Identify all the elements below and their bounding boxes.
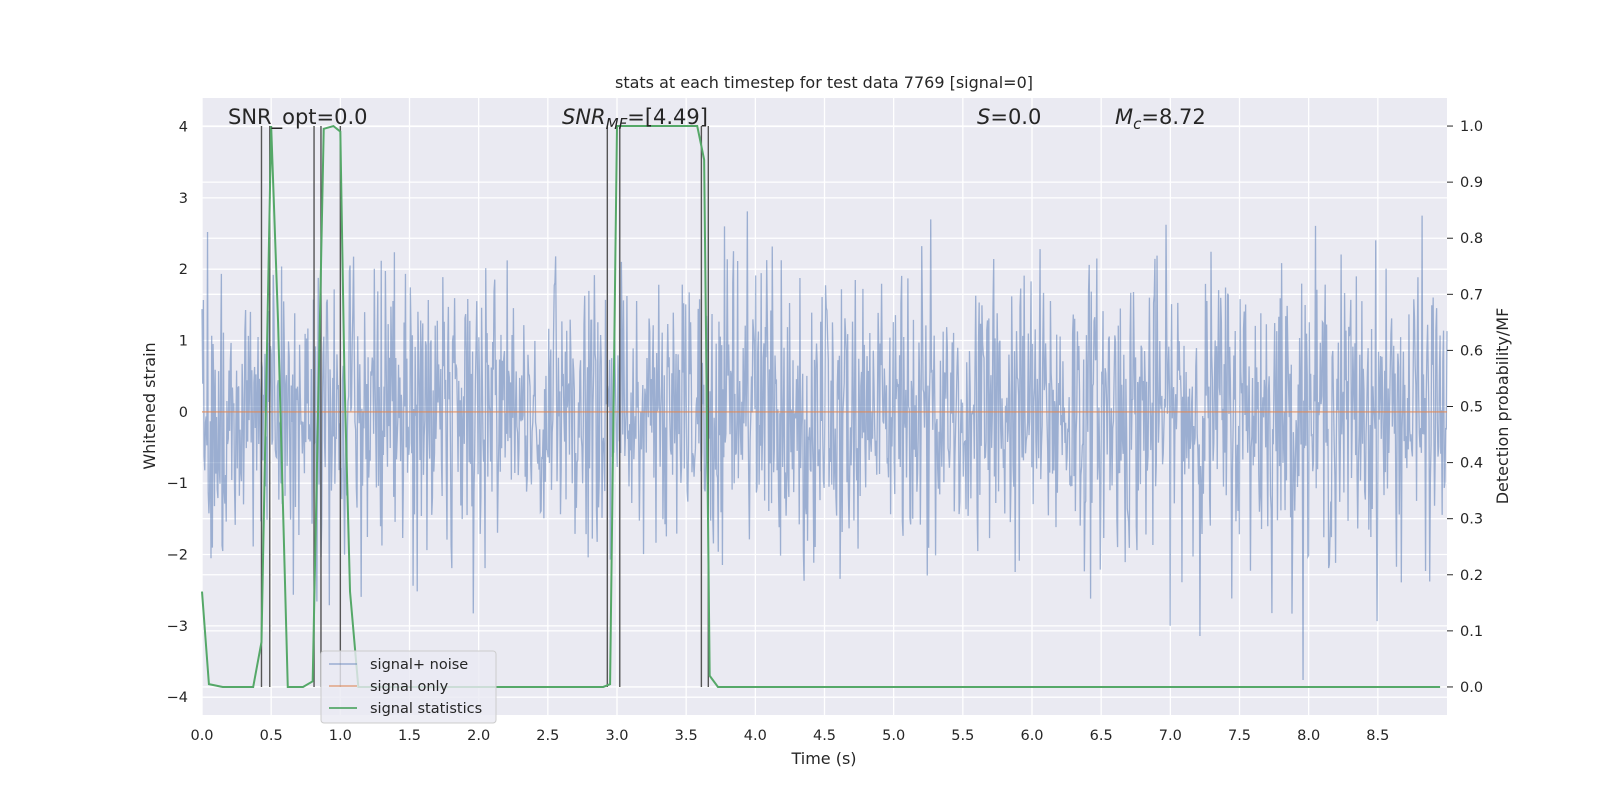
x-tick-label: 8.0: [1297, 728, 1320, 744]
annotation-mc-sub: c: [1133, 115, 1142, 133]
x-tick-label: 1.0: [329, 728, 352, 744]
y2-tick-label: 1.0: [1460, 119, 1483, 135]
legend: signal+ noise signal only signal statist…: [320, 650, 497, 724]
x-tick-label: 3.5: [675, 728, 698, 744]
y2-tick-label: 0.9: [1460, 175, 1483, 191]
y2-tick-label: 0.4: [1460, 456, 1483, 472]
y2-tick-label: 0.7: [1460, 287, 1483, 303]
y-tick-label: 4: [179, 120, 188, 136]
legend-label-noise: signal+ noise: [370, 657, 468, 673]
x-tick-label: 5.0: [882, 728, 905, 744]
y-axis-title: Whitened strain: [140, 342, 159, 469]
x-tick-label: 4.5: [813, 728, 836, 744]
y-tick-label: −3: [167, 619, 188, 635]
y2-tick-label: 0.1: [1460, 624, 1483, 640]
y2-tick-label: 0.5: [1460, 400, 1483, 416]
annotation-mc-value: =8.72: [1141, 105, 1205, 129]
x-tick-labels: 0.0 0.5 1.0 1.5 2.0 2.5 3.0 3.5 4.0 4.5 5.0 5.5 6.0 6…: [190, 728, 1389, 744]
x-tick-label: 4.0: [744, 728, 767, 744]
x-tick-label: 3.0: [605, 728, 628, 744]
y-tick-label: −4: [167, 690, 188, 706]
annotation-snr-mf-value: =[4.49]: [627, 105, 708, 129]
y2-tick-label: 0.8: [1460, 231, 1483, 247]
annotation-s-value: =0.0: [990, 105, 1041, 129]
legend-label-signal-only: signal only: [370, 679, 449, 695]
annotation-mc-main: M: [1115, 105, 1133, 129]
y-tick-label: 3: [179, 191, 188, 207]
x-tick-label: 8.5: [1366, 728, 1389, 744]
y2-tick-label: 0.3: [1460, 512, 1483, 528]
y2-tick-labels: 1.0 0.9 0.8 0.7 0.6 0.5 0.4 0.3 0.2 0.1 0.0: [1460, 119, 1483, 696]
legend-label-statistics: signal statistics: [370, 701, 482, 717]
y2-axis-title: Detection probability/MF: [1493, 308, 1512, 505]
x-tick-label: 2.0: [467, 728, 490, 744]
noise-line: [201, 211, 1448, 681]
x-tick-label: 1.5: [398, 728, 421, 744]
annotation-snr-opt: SNR_opt=0.0: [228, 105, 368, 130]
y-tick-label: 2: [179, 262, 188, 278]
x-tick-label: 2.5: [536, 728, 559, 744]
series-signal-statistics: [201, 124, 1441, 688]
series-signal-noise: [201, 211, 1448, 681]
statistics-line: [201, 124, 1441, 688]
annotation-s: S=0.0: [977, 105, 1041, 129]
x-tick-label: 7.5: [1228, 728, 1251, 744]
y-tick-labels: 4 3 2 1 0 −1 −2 −3 −4: [167, 120, 188, 707]
y2-tick-label: 0.2: [1460, 568, 1483, 584]
y-tick-label: −1: [167, 476, 188, 492]
x-tick-label: 0.5: [260, 728, 283, 744]
legend-box: [320, 650, 497, 724]
x-tick-label: 6.5: [1090, 728, 1113, 744]
annotation-snr-mf-sub: MF: [606, 115, 628, 133]
y-tick-label: 0: [179, 405, 188, 421]
x-axis-title: Time (s): [790, 749, 856, 768]
x-tick-label: 0.0: [190, 728, 213, 744]
x-tick-label: 5.5: [951, 728, 974, 744]
annotation-snr-mf-main: SNR: [562, 105, 606, 129]
annotation-snr-mf: SNRMF=[4.49]: [562, 105, 708, 133]
annotation-s-main: S: [977, 105, 990, 129]
y-tick-label: 1: [179, 334, 188, 350]
y2-tick-label: 0.0: [1460, 680, 1483, 696]
x-tick-label: 6.0: [1020, 728, 1043, 744]
y2-tick-label: 0.6: [1460, 343, 1483, 359]
annotation-mc: Mc=8.72: [1115, 105, 1206, 133]
x-tick-label: 7.0: [1159, 728, 1182, 744]
y-tick-label: −2: [167, 548, 188, 564]
chart-title: stats at each timestep for test data 776…: [615, 73, 1033, 92]
